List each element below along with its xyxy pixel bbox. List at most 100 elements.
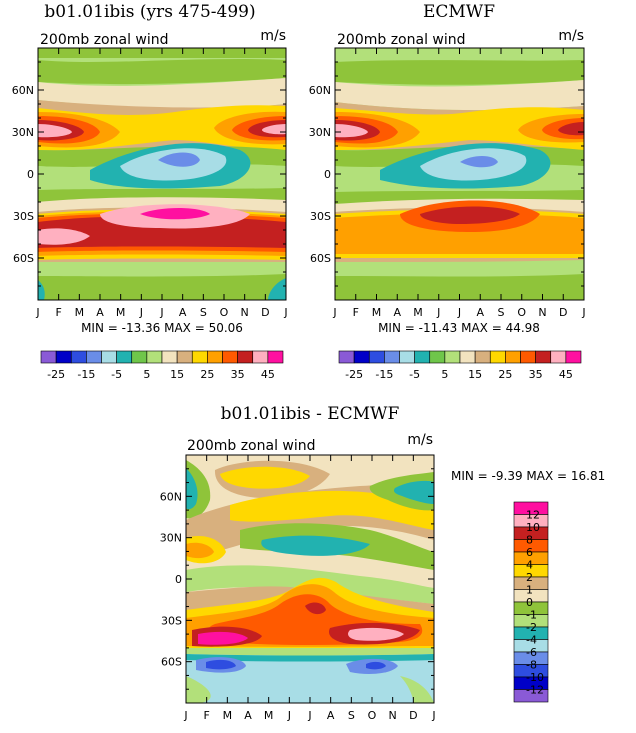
colorbar-swatch	[550, 350, 567, 364]
panel-subtitle: 200mb zonal wind	[337, 32, 466, 48]
y-tick-label: 30N	[12, 126, 34, 139]
colorbar-swatch	[384, 350, 400, 364]
colorbar-label: 25	[498, 368, 512, 381]
colorbar-swatch	[222, 350, 238, 364]
x-tick-label: O	[517, 306, 526, 319]
colorbar-swatch	[399, 350, 415, 364]
x-tick-label: J	[436, 306, 440, 319]
x-tick-label: M	[223, 709, 233, 722]
x-tick-label: J	[35, 306, 39, 319]
x-tick-label: J	[431, 709, 435, 722]
colorbar-swatch	[191, 350, 208, 364]
y-tick-label: 0	[27, 168, 34, 181]
colorbar-label: -15	[375, 368, 393, 381]
colorbar-swatch	[474, 350, 491, 364]
colorbar-label: 1	[526, 584, 533, 597]
colorbar-swatch	[86, 350, 102, 364]
x-tick-label: J	[457, 306, 461, 319]
colorbar-label: 6	[526, 546, 533, 559]
colorbar-swatch	[505, 350, 521, 364]
colorbar-swatch	[237, 350, 254, 364]
x-tick-label: N	[389, 709, 397, 722]
colorbar-swatch	[429, 350, 446, 364]
x-tick-label: N	[538, 306, 546, 319]
panel-units: m/s	[407, 432, 433, 448]
colorbar-label: 8	[526, 534, 533, 547]
colorbar-swatch	[131, 350, 148, 364]
colorbar-label: 35	[529, 368, 543, 381]
colorbar-swatch	[252, 350, 269, 364]
colorbar-label: -10	[526, 671, 544, 684]
panel-units: m/s	[260, 28, 286, 44]
x-tick-label: J	[159, 306, 163, 319]
colorbar-label: 15	[468, 368, 482, 381]
colorbar-label: -5	[409, 368, 420, 381]
panel-difference: b01.01ibis - ECMWF 200mb zonal wind m/s …	[160, 404, 605, 722]
stats-text: MIN = -9.39 MAX = 16.81	[451, 469, 605, 483]
x-tick-label: A	[244, 709, 252, 722]
x-tick-label: D	[261, 306, 269, 319]
colorbar-swatch	[161, 350, 178, 364]
heatmap-field	[38, 48, 286, 300]
colorbar-label: 5	[441, 368, 448, 381]
colorbar-swatch	[489, 350, 506, 364]
panel-model: b01.01ibis (yrs 475-499) 200mb zonal win…	[12, 2, 288, 381]
colorbar-label: 25	[200, 368, 214, 381]
stats-text: MIN = -11.43 MAX = 44.98	[378, 321, 540, 335]
y-tick-label: 60S	[13, 252, 34, 265]
colorbar-label: -5	[111, 368, 122, 381]
colorbar-swatch	[70, 350, 87, 364]
colorbar-swatch	[116, 350, 133, 364]
x-tick-label: O	[368, 709, 377, 722]
colorbar-swatch	[368, 350, 385, 364]
y-tick-label: 60S	[161, 656, 182, 669]
panel-title: b01.01ibis - ECMWF	[221, 404, 400, 424]
y-tick-label: 60N	[12, 84, 34, 97]
colorbar-swatch	[146, 350, 163, 364]
colorbar-swatch	[267, 350, 284, 364]
x-tick-label: F	[56, 306, 62, 319]
x-tick-label: S	[498, 306, 505, 319]
y-tick-label: 60N	[160, 490, 182, 503]
x-tick-label: J	[287, 709, 291, 722]
colorbar-label: 2	[526, 571, 533, 584]
y-tick-label: 60S	[310, 252, 331, 265]
colorbar-label: 5	[143, 368, 150, 381]
x-tick-label: S	[348, 709, 355, 722]
y-tick-label: 0	[175, 573, 182, 586]
y-tick-label: 30S	[310, 210, 331, 223]
x-tick-label: M	[75, 306, 85, 319]
x-tick-label: J	[139, 306, 143, 319]
x-tick-label: M	[372, 306, 382, 319]
colorbar-label: 0	[526, 596, 533, 609]
x-tick-label: A	[96, 306, 104, 319]
colorbar-label: 12	[526, 509, 540, 522]
x-tick-label: O	[220, 306, 229, 319]
colorbar-label: -4	[526, 634, 537, 647]
colorbar-swatch	[40, 350, 57, 364]
colorbar-label: 15	[170, 368, 184, 381]
panel-reference: ECMWF 200mb zonal wind m/s	[309, 2, 586, 381]
colorbar-label: 35	[231, 368, 245, 381]
y-tick-label: 30N	[309, 126, 331, 139]
heatmap-field	[186, 455, 434, 703]
panel-units: m/s	[558, 28, 584, 44]
panel-title: ECMWF	[423, 2, 495, 22]
colorbar-label: 45	[261, 368, 275, 381]
heatmap-field	[335, 48, 584, 300]
x-tick-label: M	[116, 306, 126, 319]
colorbar-swatch	[353, 350, 370, 364]
colorbar-swatch	[207, 350, 223, 364]
colorbar-swatch	[338, 350, 355, 364]
colorbar-label: -25	[47, 368, 65, 381]
colorbar-label: -25	[345, 368, 363, 381]
stats-text: MIN = -13.36 MAX = 50.06	[81, 321, 243, 335]
colorbar-swatch	[565, 350, 582, 364]
x-tick-label: J	[307, 709, 311, 722]
y-tick-label: 30N	[160, 532, 182, 545]
panel-subtitle: 200mb zonal wind	[40, 32, 169, 48]
y-tick-label: 30S	[161, 614, 182, 627]
colorbar-swatch	[535, 350, 552, 364]
colorbar-label: -12	[526, 684, 544, 697]
